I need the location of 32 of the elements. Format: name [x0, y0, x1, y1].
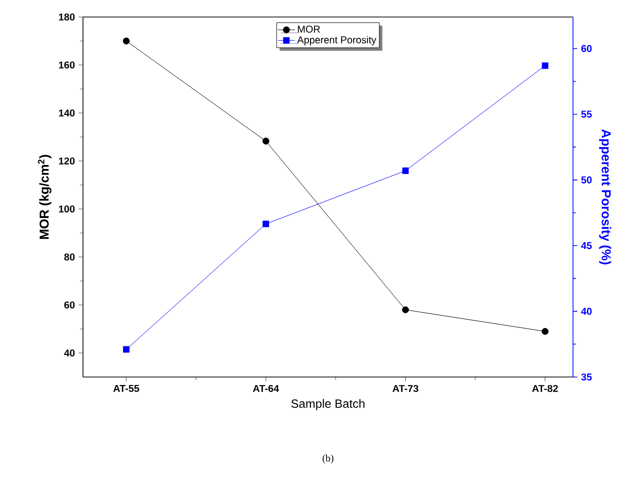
y-tick-label: 60	[64, 301, 75, 309]
point	[402, 167, 409, 174]
y2-tick-label: 60	[581, 45, 592, 52]
y-tick-label: 180	[59, 13, 75, 21]
y2-tick-label: 35	[581, 373, 592, 381]
x-tick-label: AT-64	[252, 384, 280, 392]
text: (b)	[322, 454, 334, 464]
point	[542, 62, 548, 69]
point	[402, 306, 409, 314]
y2-tick-label: 50	[581, 176, 592, 184]
y-axis-title: MOR (kg/cm$^{2}$)	[38, 154, 52, 239]
y-tick-label: 120	[59, 157, 75, 165]
point	[122, 38, 130, 44]
x-tick-label: AT-73	[392, 384, 418, 392]
y-tick-label: 140	[59, 109, 75, 117]
y-tick-label: 100	[59, 205, 75, 213]
y2-tick-label: 55	[581, 110, 592, 118]
legend-label: MOR	[298, 26, 320, 33]
y-tick-label: 160	[59, 61, 75, 69]
y2-axis-title: Apperent Porosity (%)	[599, 129, 612, 264]
y-tick-label: 40	[64, 349, 75, 357]
y2-tick-label: 45	[581, 242, 592, 250]
point	[542, 328, 549, 335]
point	[123, 346, 130, 353]
legend-label: Apperent Porosity	[297, 36, 376, 46]
x-tick-label: AT-55	[113, 384, 140, 392]
point	[262, 220, 270, 228]
x-axis-title: Sample Batch	[291, 399, 364, 410]
x-tick-label: AT-82	[532, 384, 558, 392]
point	[262, 138, 270, 145]
y2-tick-label: 40	[581, 308, 592, 315]
y-tick-label: 80	[64, 253, 75, 261]
